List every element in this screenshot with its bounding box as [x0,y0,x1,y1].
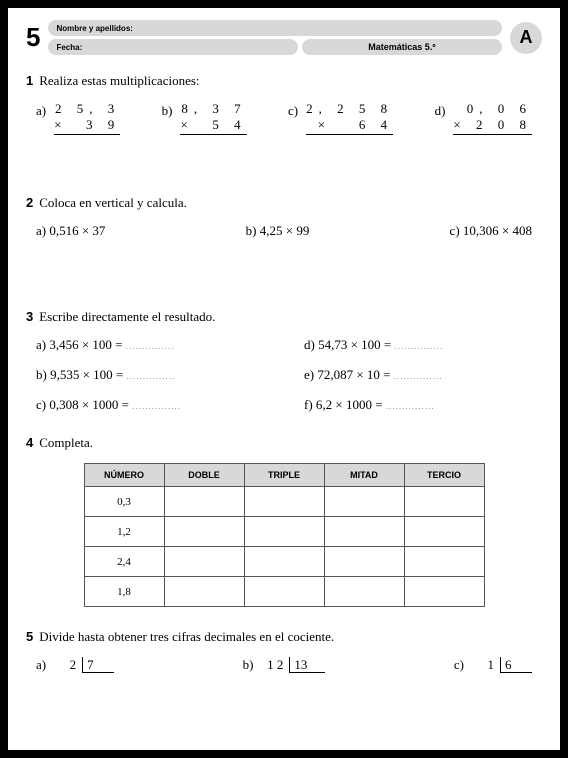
ex3-text: Escribe directamente el resultado. [39,309,215,324]
ex2-problems: a) 0,516 × 37 b) 4,25 × 99 c) 10,306 × 4… [26,223,542,239]
ex4-text: Completa. [39,435,93,450]
ex5-a-label: a) [36,657,46,673]
cell-num: 1,2 [84,517,164,547]
ex3-a: a) 3,456 × 100 = ............... [36,337,264,353]
ex1-d-bot: × 2 0 8 [453,117,532,135]
ex1-d-label: d) [435,103,446,119]
ex1-d-top: 0, 0 6 [453,101,532,117]
ex1-b-bot: × 5 4 [180,117,246,135]
date-label: Fecha: [56,43,82,52]
ex1-item-c: c) 2, 2 5 8 × 6 4 [288,101,393,135]
ex4-num: 4 [26,435,33,450]
ex5-c-label: c) [454,657,464,673]
ex2-b: b) 4,25 × 99 [246,223,310,239]
th-mitad: MITAD [324,464,404,487]
ex5-title: 5 Divide hasta obtener tres cifras decima… [26,629,542,645]
ex3-f: f) 6,2 × 1000 = ............... [304,397,532,413]
ex3-b: b) 9,535 × 100 = ............... [36,367,264,383]
letter-text: A [520,27,533,48]
ex2-c: c) 10,306 × 408 [450,223,532,239]
ex5-a-divisor: 7 [82,657,114,673]
ex3-c: c) 0,308 × 1000 = ............... [36,397,264,413]
ex5-b-divisor: 13 [289,657,325,673]
ex2-num: 2 [26,195,33,210]
header: 5 Nombre y apellidos: Fecha: Matemáticas… [26,20,542,55]
ex5-a: a) 2 7 [36,657,114,673]
ex1-b-top: 8, 3 7 [180,101,246,117]
ex5-b-division: 1 2 13 [263,657,325,673]
ex1-c-bot: × 6 4 [306,117,393,135]
th-doble: DOBLE [164,464,244,487]
ex5-a-dividend: 2 [56,657,82,673]
ex5-c: c) 1 6 [454,657,532,673]
ex5-b-dividend: 1 2 [263,657,289,673]
ex1-a-label: a) [36,103,46,119]
ex1-b-prob: 8, 3 7 × 5 4 [180,101,246,135]
ex1-item-d: d) 0, 0 6 × 2 0 8 [435,101,532,135]
ex5-c-dividend: 1 [474,657,500,673]
ex1-d-prob: 0, 0 6 × 2 0 8 [453,101,532,135]
table-row: 2,4 [84,547,484,577]
ex4-title: 4 Completa. [26,435,542,451]
ex1-c-top: 2, 2 5 8 [306,101,393,117]
ex3-e: e) 72,087 × 10 = ............... [304,367,532,383]
ex1-a-bot: × 3 9 [54,117,120,135]
exercise-1: 1 Realiza estas multiplicaciones: a) 2 5,… [26,73,542,135]
ex5-a-division: 2 7 [56,657,114,673]
th-triple: TRIPLE [244,464,324,487]
ex1-item-a: a) 2 5, 3 × 3 9 [36,101,120,135]
ex3-grid: a) 3,456 × 100 = ............... d) 54,7… [26,337,542,413]
ex1-c-label: c) [288,103,298,119]
ex1-b-label: b) [162,103,173,119]
ex4-table: NÚMERO DOBLE TRIPLE MITAD TERCIO 0,3 1,2… [84,463,485,607]
exercise-3: 3 Escribe directamente el resultado. a) 3… [26,309,542,413]
exercise-2: 2 Coloca en vertical y calcula. a) 0,516 … [26,195,542,239]
ex1-num: 1 [26,73,33,88]
ex2-title: 2 Coloca en vertical y calcula. [26,195,542,211]
name-field-row: Nombre y apellidos: [48,20,502,36]
ex1-a-top: 2 5, 3 [54,101,120,117]
table-header-row: NÚMERO DOBLE TRIPLE MITAD TERCIO [84,464,484,487]
ex5-b: b) 1 2 13 [243,657,326,673]
ex5-b-label: b) [243,657,254,673]
ex5-problems: a) 2 7 b) 1 2 13 c) 1 6 [26,657,542,673]
ex1-problems: a) 2 5, 3 × 3 9 b) 8, 3 7 × 5 4 c) 2, 2 … [26,101,542,135]
page-number: 5 [26,22,40,53]
ex1-c-prob: 2, 2 5 8 × 6 4 [306,101,393,135]
cell-num: 2,4 [84,547,164,577]
subject-pill: Matemáticas 5.º [302,39,502,55]
header-middle: Nombre y apellidos: Fecha: Matemáticas 5… [48,20,502,55]
exercise-4: 4 Completa. NÚMERO DOBLE TRIPLE MITAD TER… [26,435,542,607]
subject-text: Matemáticas 5.º [368,42,435,52]
exercise-5: 5 Divide hasta obtener tres cifras decima… [26,629,542,673]
cell-num: 0,3 [84,487,164,517]
ex5-c-divisor: 6 [500,657,532,673]
name-label: Nombre y apellidos: [56,24,132,33]
worksheet-page: 5 Nombre y apellidos: Fecha: Matemáticas… [0,0,568,758]
ex1-item-b: b) 8, 3 7 × 5 4 [162,101,247,135]
ex3-title: 3 Escribe directamente el resultado. [26,309,542,325]
th-tercio: TERCIO [404,464,484,487]
th-numero: NÚMERO [84,464,164,487]
ex2-a: a) 0,516 × 37 [36,223,105,239]
ex2-text: Coloca en vertical y calcula. [39,195,187,210]
ex1-a-prob: 2 5, 3 × 3 9 [54,101,120,135]
ex3-d: d) 54,73 × 100 = ............... [304,337,532,353]
table-row: 1,2 [84,517,484,547]
letter-badge: A [510,22,542,54]
ex5-text: Divide hasta obtener tres cifras decimal… [39,629,334,644]
ex3-num: 3 [26,309,33,324]
ex5-c-division: 1 6 [474,657,532,673]
ex1-title: 1 Realiza estas multiplicaciones: [26,73,542,89]
table-row: 1,8 [84,577,484,607]
ex1-text: Realiza estas multiplicaciones: [39,73,199,88]
table-row: 0,3 [84,487,484,517]
date-subject-row: Fecha: Matemáticas 5.º [48,39,502,55]
ex5-num: 5 [26,629,33,644]
cell-num: 1,8 [84,577,164,607]
date-field: Fecha: [48,39,297,55]
